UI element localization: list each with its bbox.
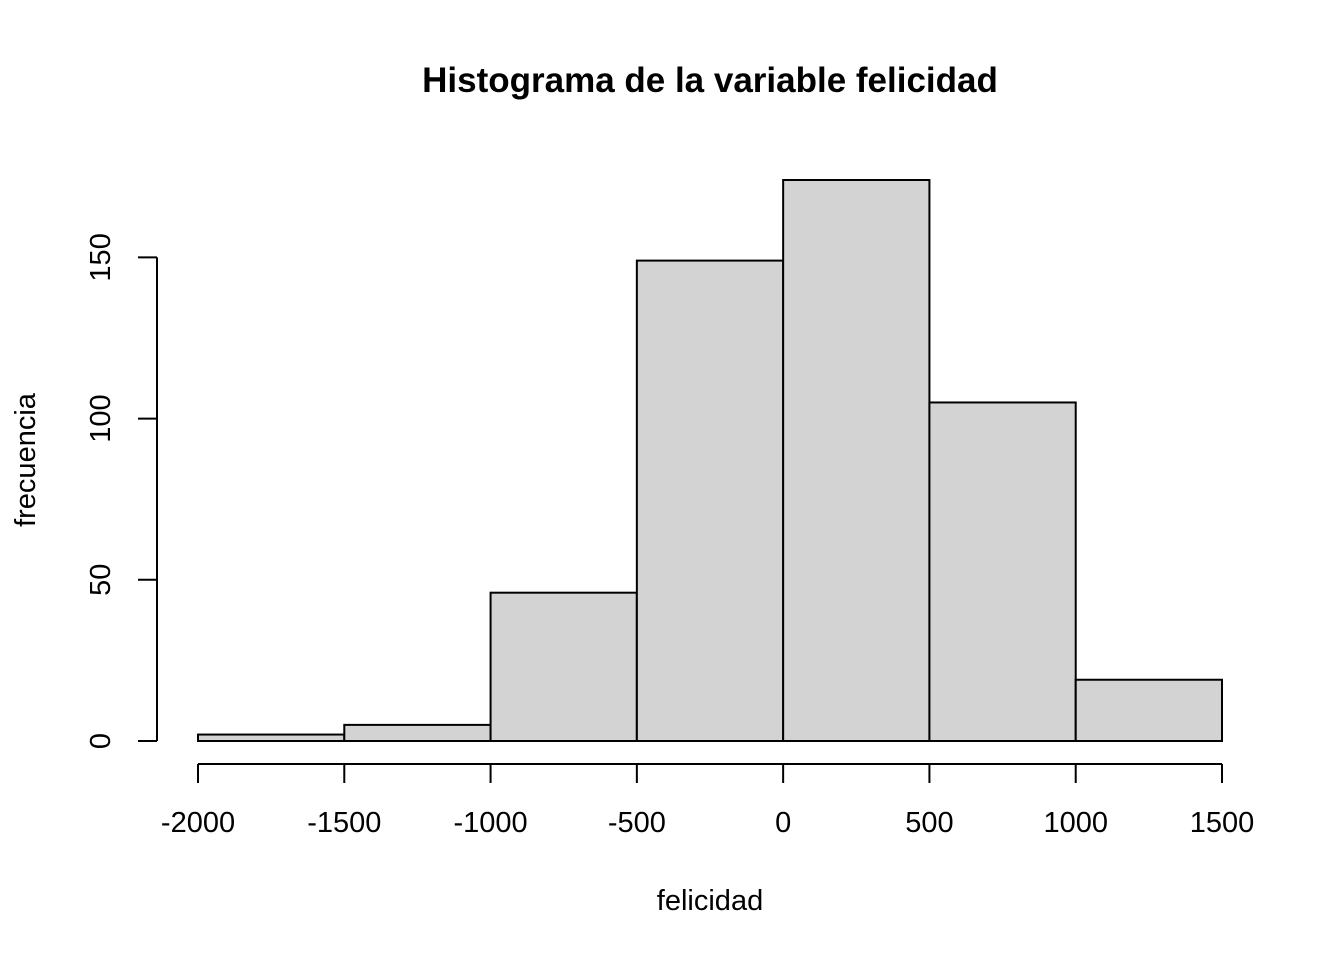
histogram-bar-1 [343, 723, 492, 743]
histogram-bar-5 [928, 401, 1077, 742]
histogram-bar-2 [489, 591, 638, 742]
y-axis-label: frecuencia [10, 392, 42, 527]
histogram-bar-4 [782, 179, 931, 742]
histogram-bar-6 [1074, 678, 1223, 743]
x-axis: -2000 -1500 -1000 -500 0 500 1000 1500 [161, 763, 1255, 839]
x-tick-label: 0 [775, 807, 791, 839]
x-tick-label: 1000 [1043, 807, 1108, 839]
x-tick-label: -2000 [161, 807, 235, 839]
histogram-bars [197, 179, 1223, 743]
histogram-bar-3 [635, 259, 785, 742]
x-tick-label: -500 [608, 807, 666, 839]
x-tick-label: 1500 [1190, 807, 1255, 839]
x-tick-label: -1500 [307, 807, 381, 839]
y-tick-label: 50 [85, 564, 117, 596]
histogram-bar-0 [197, 733, 346, 742]
y-tick-label: 150 [85, 233, 117, 281]
y-axis: 0 50 100 150 [85, 233, 158, 749]
x-tick-label: 500 [905, 807, 953, 839]
y-tick-label: 100 [85, 394, 117, 442]
x-tick-label: -1000 [453, 807, 527, 839]
y-tick-label: 0 [85, 733, 117, 749]
chart-title: Histograma de la variable felicidad [422, 61, 998, 100]
x-axis-label: felicidad [657, 885, 763, 917]
